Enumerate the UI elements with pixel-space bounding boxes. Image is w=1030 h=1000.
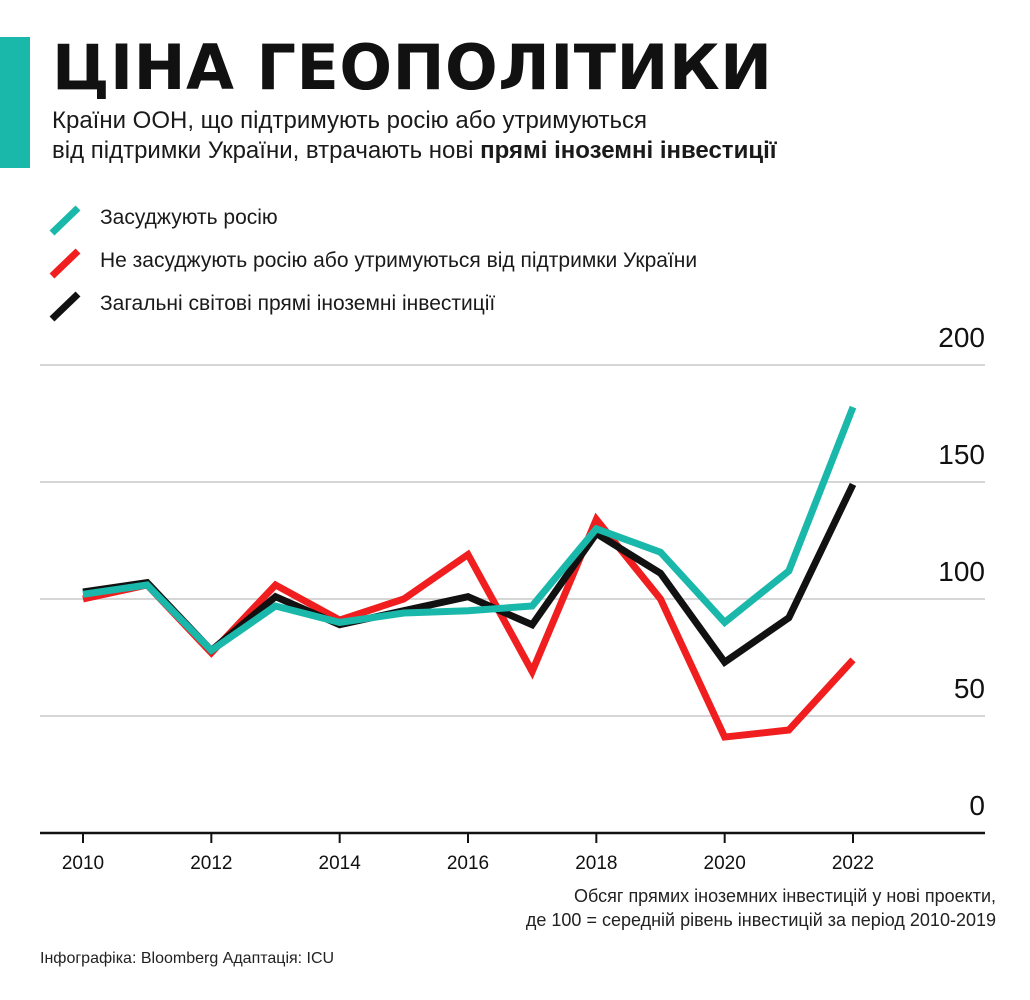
legend-swatch-condemn (49, 205, 81, 236)
y-tick-label-0: 0 (969, 790, 985, 821)
subtitle-highlight: прямі іноземні інвестиції (480, 137, 777, 164)
series-line-0 (82, 512, 856, 741)
gridlines (40, 364, 985, 835)
y-tick-label-50: 50 (954, 673, 985, 704)
chart-note-line-1: Обсяг прямих іноземних інвестицій у нові… (574, 886, 996, 906)
series-lines (82, 405, 857, 741)
x-tick-label-2020: 2020 (704, 853, 746, 874)
subtitle-line-1: Країни ООН, що підтримують росію або утр… (52, 107, 647, 134)
legend-label-not-condemn: Не засуджують росію або утримуються від … (100, 249, 698, 272)
subtitle-line-2: від підтримки України, втрачають нові (52, 137, 481, 164)
legend-swatch-world-total (49, 291, 81, 322)
x-tick-label-2012: 2012 (190, 853, 232, 874)
legend-swatch-not-condemn (49, 248, 81, 279)
y-tick-label-150: 150 (938, 439, 985, 470)
x-tick-label-2010: 2010 (62, 853, 104, 874)
y-tick-label-200: 200 (938, 322, 985, 353)
accent-bar (0, 37, 30, 168)
y-tick-labels: 0 50 100 150 200 (938, 322, 985, 821)
x-tick-label-2018: 2018 (575, 853, 617, 874)
chart-note-line-2: де 100 = середній рівень інвестицій за п… (525, 910, 996, 930)
x-tick-label-2014: 2014 (319, 853, 362, 874)
series-line-2 (82, 405, 857, 656)
chart-title: ЦІНА ГЕОПОЛІТИКИ (52, 31, 773, 104)
chart-note: Обсяг прямих іноземних інвестицій у нові… (296, 884, 996, 932)
legend-label-world-total: Загальні світові прямі іноземні інвестиц… (100, 292, 496, 315)
x-tick-label-2016: 2016 (447, 853, 489, 874)
legend-label-condemn: Засуджують росію (100, 206, 278, 229)
source-credit: Інфографіка: Bloomberg Адаптація: ICU (40, 950, 335, 967)
x-tick-labels: 2010 2012 2014 2016 2018 2020 2022 (62, 833, 874, 874)
chart-subtitle: Країни ООН, що підтримують росію або утр… (52, 106, 1012, 166)
x-tick-label-2022: 2022 (832, 853, 874, 874)
y-tick-label-100: 100 (938, 556, 985, 587)
